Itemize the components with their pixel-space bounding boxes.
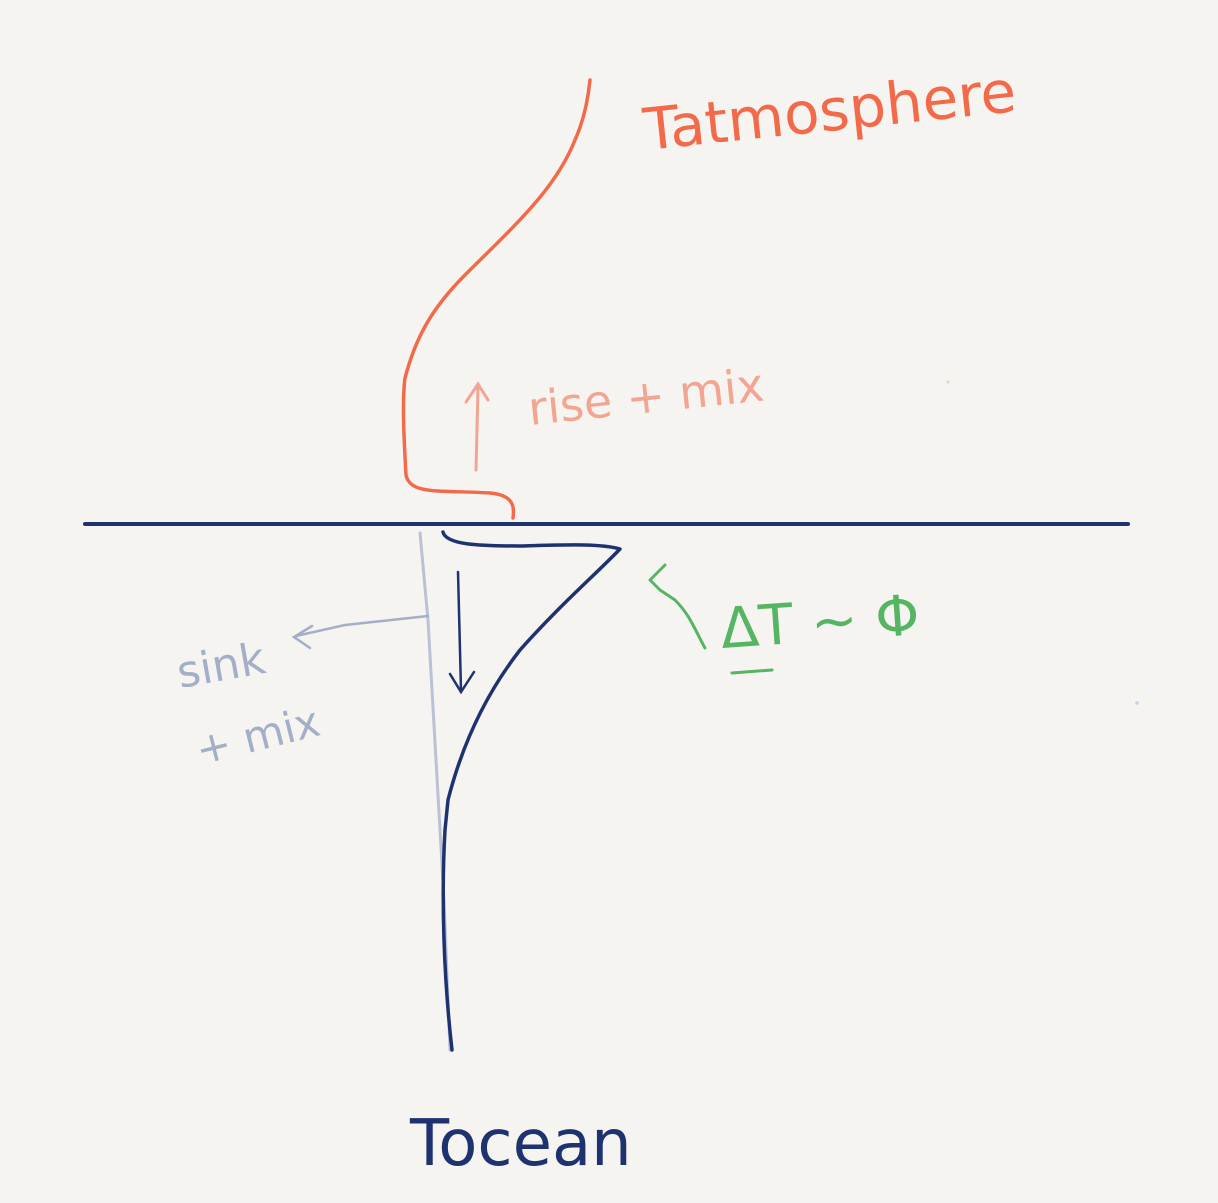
- sink-label: sink: [173, 633, 270, 699]
- rise-mix-label: rise + mix: [526, 358, 767, 436]
- ocean-label: Tocean: [409, 1107, 632, 1181]
- rise-arrow-icon: [464, 381, 490, 472]
- delta-bracket-icon: [648, 563, 707, 650]
- atmosphere-temperature-curve: [401, 78, 592, 520]
- sink-pointer-icon: [291, 614, 430, 650]
- delta-underline: [730, 668, 774, 675]
- ocean-reference-line: [418, 531, 452, 1052]
- stray-mark: [946, 380, 950, 384]
- stray-mark: [1135, 701, 1139, 705]
- sink-mix-label: + mix: [191, 697, 325, 775]
- delta-t-label: ΔT ~ Φ: [718, 583, 921, 662]
- ocean-temperature-curve: [441, 530, 622, 1052]
- atmosphere-label: Tatmosphere: [639, 57, 1019, 164]
- sink-arrow-icon: [448, 570, 476, 695]
